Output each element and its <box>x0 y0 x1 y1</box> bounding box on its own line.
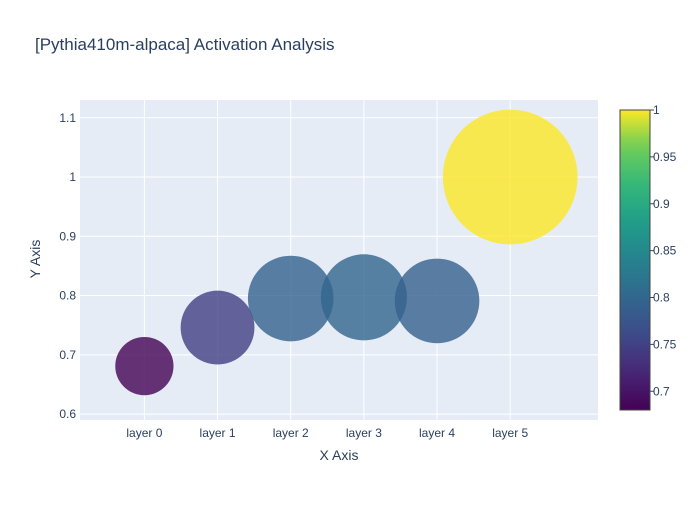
colorbar-tick-label: 0.95 <box>653 150 677 164</box>
x-tick-label: layer 4 <box>419 426 455 440</box>
colorbar-tick-label: 0.8 <box>653 291 670 305</box>
colorbar-tick-label: 0.85 <box>653 244 677 258</box>
y-tick-label: 0.9 <box>59 229 76 243</box>
bubble-point <box>320 254 407 341</box>
y-tick-label: 0.6 <box>59 407 76 421</box>
y-axis-title: Y Axis <box>27 240 43 279</box>
bubble-point <box>247 255 334 342</box>
x-tick-label: layer 1 <box>200 426 236 440</box>
colorbar-tick-label: 0.7 <box>653 384 670 398</box>
x-axis-title: X Axis <box>320 447 359 463</box>
x-tick-label: layer 2 <box>273 426 309 440</box>
colorbar: 0.7 0.75 0.8 0.85 0.9 0.95 1 <box>619 103 677 411</box>
chart-title: [Pythia410m-alpaca] Activation Analysis <box>35 35 335 54</box>
bubble-point <box>115 336 174 396</box>
y-tick-label: 1 <box>69 170 76 184</box>
colorbar-tick-label: 1 <box>653 103 660 117</box>
bubble-point <box>442 109 578 245</box>
x-tick-label: layer 3 <box>346 426 382 440</box>
bubble-point <box>180 290 255 365</box>
colorbar-tick-label: 0.75 <box>653 337 677 351</box>
x-tick-label: layer 0 <box>126 426 162 440</box>
y-tick-label: 0.7 <box>59 348 76 362</box>
colorbar-bar <box>619 109 651 411</box>
plot-area: 0.6 0.7 0.8 0.9 1 1.1 layer 0 layer 1 layer 2 lay… <box>59 100 598 440</box>
y-tick-label: 1.1 <box>59 111 76 125</box>
x-tick-label: layer 5 <box>492 426 528 440</box>
bubble-point <box>394 258 480 344</box>
y-tick-label: 0.8 <box>59 289 76 303</box>
colorbar-tick-label: 0.9 <box>653 197 670 211</box>
